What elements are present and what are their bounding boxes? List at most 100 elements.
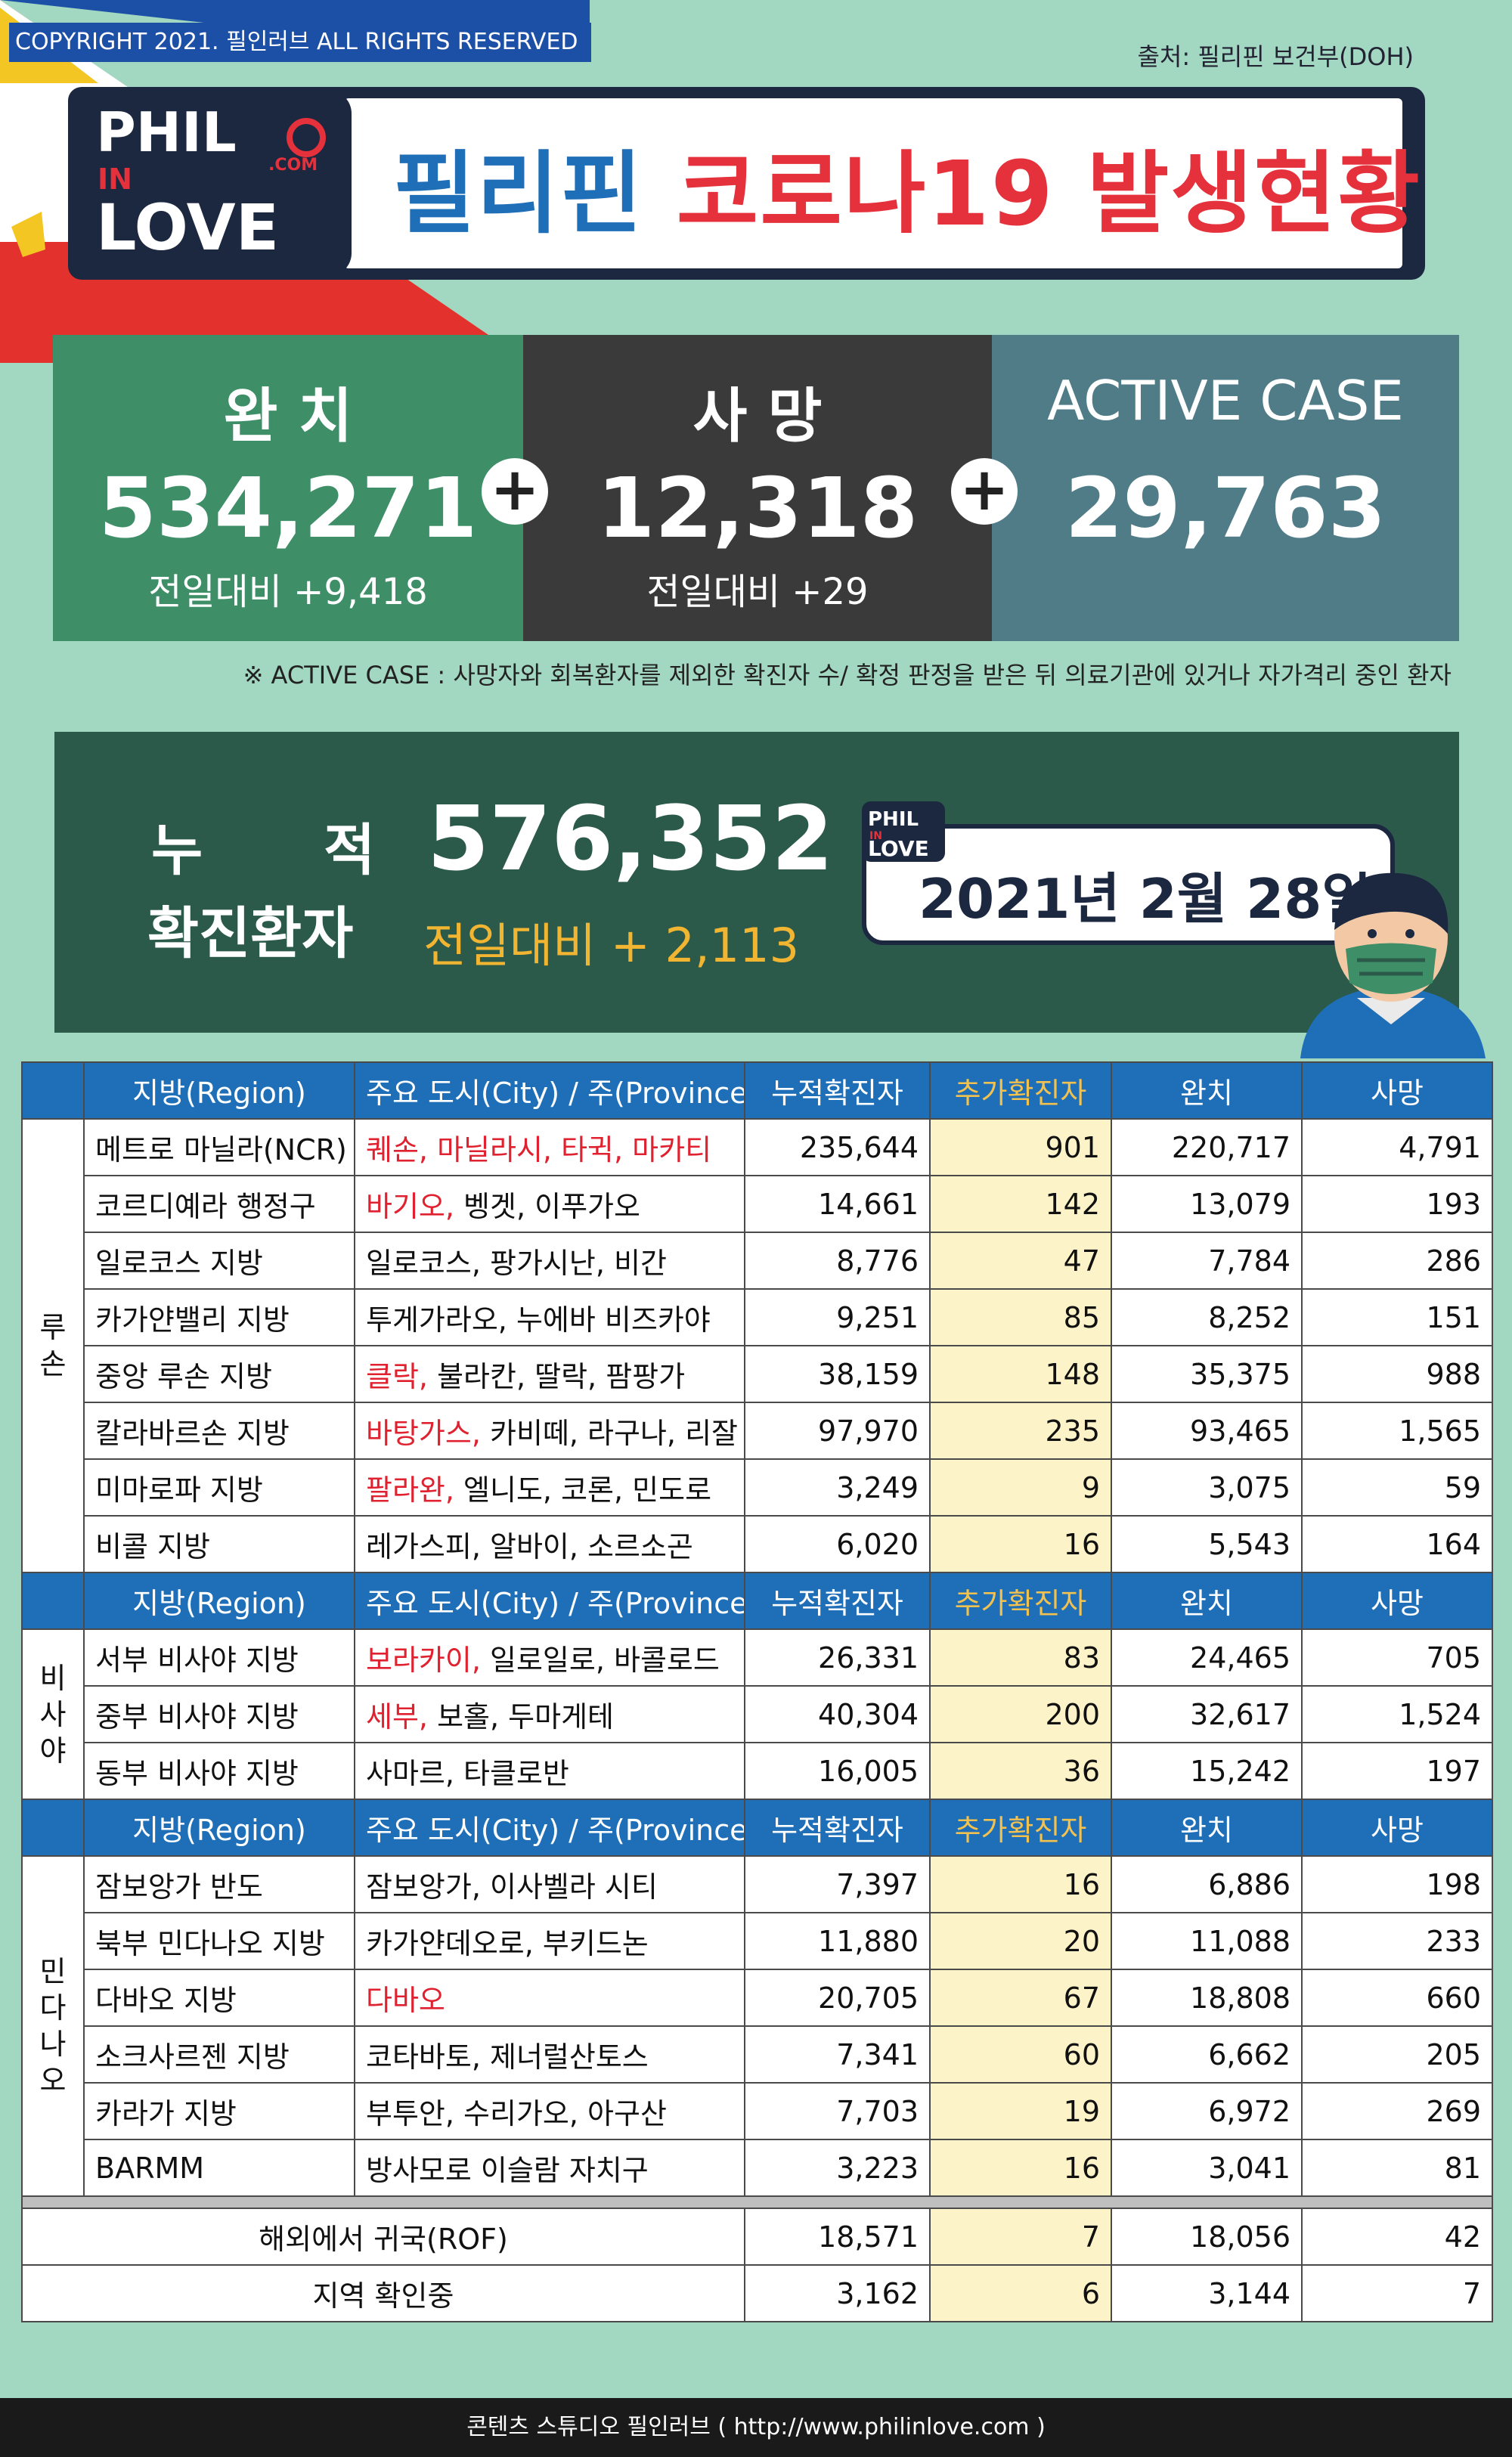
city-cell: 카가얀데오로, 부키드논: [354, 1912, 745, 1970]
table-row: 다바오 지방 다바오 20,705 67 18,808 660: [22, 1969, 1493, 2027]
recovered-cell: 5,543: [1111, 1515, 1303, 1573]
region-cell: 중앙 루손 지방: [83, 1345, 355, 1403]
group-header-spacer: [21, 1799, 85, 1857]
header-deaths: 사망: [1301, 1572, 1493, 1630]
added-cell: 148: [929, 1345, 1112, 1403]
added-cell: 83: [929, 1628, 1112, 1687]
city-cell: 세부, 보홀, 두마게테: [354, 1685, 745, 1743]
recovered-cell: 3,075: [1111, 1458, 1303, 1517]
summary-label: 지역 확인중: [21, 2264, 745, 2322]
deaths-label: 사 망: [692, 383, 823, 451]
svg-text:.COM: .COM: [268, 156, 318, 175]
deaths-cell: 1,524: [1301, 1685, 1493, 1743]
region-cell: 메트로 마닐라(NCR): [83, 1118, 355, 1176]
svg-text:LOVE: LOVE: [868, 836, 929, 861]
svg-text:PHIL: PHIL: [868, 808, 919, 831]
recovered-label: 완 치: [223, 383, 353, 451]
deaths-cell: 705: [1301, 1628, 1493, 1687]
recovered-cell: 3,144: [1111, 2264, 1303, 2322]
deaths-cell: 4,791: [1301, 1118, 1493, 1176]
deaths-cell: 7: [1301, 2264, 1493, 2322]
cumulative-label-sub: 확진환자: [147, 901, 354, 966]
city-cell: 방사모로 이슬람 자치구: [354, 2139, 745, 2197]
header-region: 지방(Region): [83, 1572, 355, 1630]
copyright-notice: COPYRIGHT 2021. 필인러브 ALL RIGHTS RESERVED: [9, 23, 591, 62]
city-cell: 팔라완, 엘니도, 코론, 민도로: [354, 1458, 745, 1517]
added-cell: 16: [929, 1515, 1112, 1573]
region-cell: 비콜 지방: [83, 1515, 355, 1573]
added-cell: 901: [929, 1118, 1112, 1176]
total-cell: 7,397: [744, 1855, 931, 1913]
recovered-cell: 13,079: [1111, 1175, 1303, 1233]
recovered-cell: 24,465: [1111, 1628, 1303, 1687]
deaths-cell: 660: [1301, 1969, 1493, 2027]
region-cell: 카가얀밸리 지방: [83, 1288, 355, 1346]
deaths-cell: 42: [1301, 2208, 1493, 2266]
deaths-cell: 193: [1301, 1175, 1493, 1233]
deaths-cell: 233: [1301, 1912, 1493, 1970]
city-list: 일로코스, 팡가시난, 비간: [366, 1247, 667, 1280]
region-cell: BARMM: [83, 2139, 355, 2197]
group-label: 루손: [21, 1118, 85, 1573]
city-list: 레가스피, 알바이, 소르소곤: [366, 1530, 693, 1563]
added-cell: 235: [929, 1402, 1112, 1460]
added-cell: 142: [929, 1175, 1112, 1233]
recovered-cell: 8,252: [1111, 1288, 1303, 1346]
total-cell: 7,341: [744, 2025, 931, 2084]
recovered-cell: 18,056: [1111, 2208, 1303, 2266]
header-region: 지방(Region): [83, 1061, 355, 1120]
city-highlight: 바탕가스,: [366, 1417, 481, 1450]
header-added: 추가확진자: [929, 1572, 1112, 1630]
city-list: 카비떼, 라구나, 리잘: [480, 1417, 738, 1450]
recovered-cell: 32,617: [1111, 1685, 1303, 1743]
footer: 콘텐츠 스튜디오 필인러브 ( http://www.philinlove.co…: [0, 2398, 1512, 2457]
total-cell: 38,159: [744, 1345, 931, 1403]
total-cell: 40,304: [744, 1685, 931, 1743]
svg-text:PHIL: PHIL: [96, 101, 237, 164]
group-label: 민다나오: [21, 1855, 85, 2197]
deaths-cell: 164: [1301, 1515, 1493, 1573]
added-cell: 6: [929, 2264, 1112, 2322]
active-case-note: ※ ACTIVE CASE : 사망자와 회복환자를 제외한 확진자 수/ 확정…: [243, 661, 1452, 689]
city-list: 코타바토, 제너럴산토스: [366, 2040, 649, 2074]
city-cell: 바탕가스, 카비떼, 라구나, 리잘: [354, 1402, 745, 1460]
table-row: 루손 메트로 마닐라(NCR) 퀘손, 마닐라시, 타귁, 마카티 235,644 90…: [21, 1118, 1493, 1573]
title-subject: 코로나19 발생현황: [676, 141, 1421, 246]
added-cell: 85: [929, 1288, 1112, 1346]
deaths-cell: 1,565: [1301, 1402, 1493, 1460]
plus-icon: +: [951, 458, 1018, 525]
deaths-cell: 81: [1301, 2139, 1493, 2197]
city-highlight: 팔라완,: [366, 1473, 454, 1507]
city-list: 부투안, 수리가오, 아구산: [366, 2097, 667, 2130]
table-row: 중부 비사야 지방 세부, 보홀, 두마게테 40,304 200 32,617 1,52…: [22, 1685, 1493, 1743]
city-list: 보홀, 두마게테: [428, 1700, 614, 1734]
page-title: 필리핀 코로나19 발생현황: [393, 121, 1421, 246]
header-total: 누적확진자: [744, 1572, 931, 1630]
added-cell: 19: [929, 2082, 1112, 2140]
city-cell: 일로코스, 팡가시난, 비간: [354, 1232, 745, 1290]
city-list: 방사모로 이슬람 자치구: [366, 2154, 649, 2187]
recovered-cell: 93,465: [1111, 1402, 1303, 1460]
table-row: BARMM 방사모로 이슬람 자치구 3,223 16 3,041 81: [22, 2139, 1493, 2197]
masked-person-illustration: [1300, 872, 1486, 1058]
recovered-value: 534,271: [98, 460, 478, 556]
header-deaths: 사망: [1301, 1799, 1493, 1857]
table-row: 일로코스 지방 일로코스, 팡가시난, 비간 8,776 47 7,784 286: [22, 1232, 1493, 1290]
table-separator: [21, 2195, 1493, 2209]
region-cell: 서부 비사야 지방: [83, 1628, 355, 1687]
city-cell: 부투안, 수리가오, 아구산: [354, 2082, 745, 2140]
total-cell: 26,331: [744, 1628, 931, 1687]
table-row: 카라가 지방 부투안, 수리가오, 아구산 7,703 19 6,972 269: [22, 2082, 1493, 2140]
active-case-value: 29,763: [1064, 460, 1387, 556]
region-cell: 잠보앙가 반도: [83, 1855, 355, 1913]
cumulative-label: 누적: [151, 818, 497, 883]
header-recovered: 완치: [1111, 1799, 1303, 1857]
group-label: 비사야: [21, 1628, 85, 1800]
plus-icon: +: [482, 458, 548, 525]
city-list: 일로일로, 바콜로드: [480, 1644, 720, 1677]
header-recovered: 완치: [1111, 1572, 1303, 1630]
city-cell: 보라카이, 일로일로, 바콜로드: [354, 1628, 745, 1687]
header-city: 주요 도시(City) / 주(Province): [354, 1061, 745, 1120]
recovered-cell: 6,662: [1111, 2025, 1303, 2084]
deaths-change: 전일대비 +29: [646, 571, 869, 613]
